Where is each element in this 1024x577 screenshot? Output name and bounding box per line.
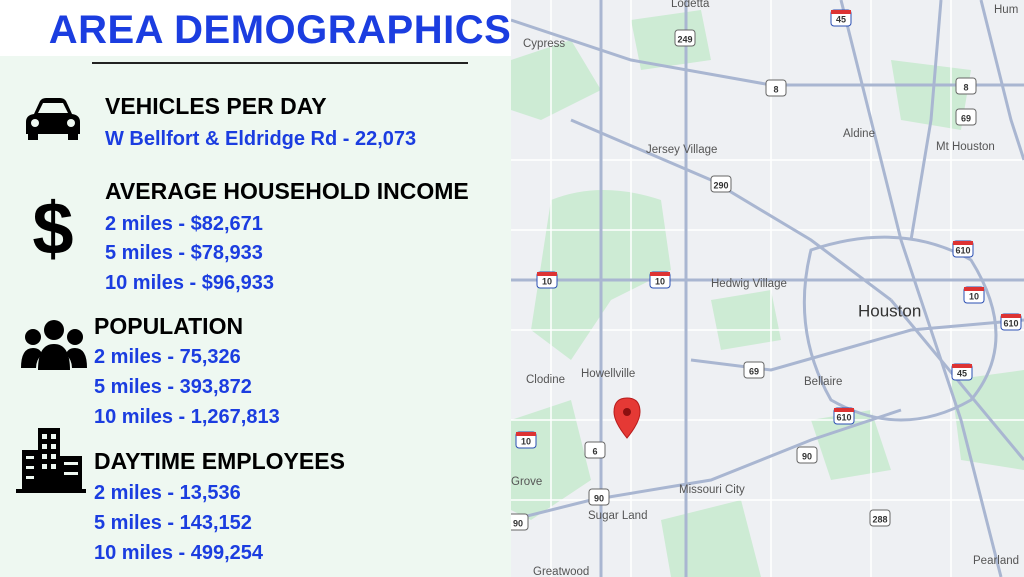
highways [511,0,1024,577]
shield-label: 249 [677,34,692,44]
section-line: 10 miles - $96,933 [105,272,275,294]
shield-top [831,10,851,14]
shield-badge [955,108,977,126]
shield-badge [796,446,818,464]
shield-label: 288 [872,514,887,524]
shield-badge [869,509,891,527]
dollar-sign: $ [32,192,73,268]
shield-label: 90 [594,493,604,503]
section-line: 10 miles - 499,254 [94,542,264,564]
title: AREA DEMOGRAPHICS [48,8,512,52]
shield-label: 8 [963,82,968,92]
shield-top [952,364,972,368]
section-heading: DAYTIME EMPLOYEES [94,448,345,474]
location-pin-dot [623,408,631,416]
shield-label: 610 [955,245,970,255]
section-line: 10 miles - 1,267,813 [94,406,280,428]
title-bar [0,0,511,56]
shield-badge [765,79,787,97]
demographics-panel: AREA DEMOGRAPHICS $ VEHICLES PER DAY W Be… [0,0,511,577]
place-label: Howellville [581,368,635,380]
shield-badge [955,77,977,95]
place-label: Missouri City [679,484,745,496]
place-label: Jersey Village [646,144,717,156]
streets [511,0,1024,577]
place-label: Greatwood [533,566,589,577]
building-icon [16,428,86,493]
shield-top [964,287,984,291]
shield-label: 69 [961,113,971,123]
shield-top [516,432,536,436]
shield-badge [588,488,610,506]
section-line: 5 miles - 393,872 [94,376,252,398]
place-label: Grove [511,476,542,488]
section-heading: POPULATION [94,313,244,339]
highway-shields: 45 249 8 8 69 290 10 10 610 10 610 69 45 610 90 6 90 288 9… [511,9,1022,531]
map: 45 249 8 8 69 290 10 10 610 10 610 69 45 610 90 6 90 288 9… [511,0,1024,577]
shield-label: 69 [749,366,759,376]
shield-label: 8 [773,84,778,94]
shield-label: 6 [592,446,597,456]
shield-label: 10 [542,276,552,286]
shield-top [650,272,670,276]
section-line: 2 miles - $82,671 [105,213,263,235]
shield-badge [674,29,696,47]
shield-label: 610 [1003,318,1018,328]
section-line: 5 miles - 143,152 [94,512,252,534]
place-label: Houston [858,301,921,320]
shield-badge [584,441,606,459]
place-label: Aldine [843,128,875,140]
shield-label: 90 [802,451,812,461]
section-line: 2 miles - 13,536 [94,482,241,504]
place-label: Mt Houston [936,141,995,153]
shield-badge [743,361,765,379]
shield-label: 90 [513,518,523,528]
shield-badge [511,513,529,531]
section-line: W Bellfort & Eldridge Rd - 22,073 [105,128,417,150]
shield-badge [710,175,732,193]
shield-label: 290 [713,180,728,190]
place-label: Hedwig Village [711,278,787,290]
location-pin [613,397,641,439]
shield-label: 45 [836,14,846,24]
section-heading: AVERAGE HOUSEHOLD INCOME [105,178,469,204]
shield-label: 10 [655,276,665,286]
car-icon [26,98,80,140]
place-label: Lodetta [671,0,710,10]
place-label: Pearland [973,555,1019,567]
place-label: Sugar Land [588,510,647,522]
place-label: Clodine [526,374,565,386]
place-label: Bellaire [804,376,842,388]
shield-top [537,272,557,276]
title-rule [92,62,468,64]
shield-top [1001,314,1021,318]
shield-label: 10 [969,291,979,301]
dollar-icon: $ [32,192,73,268]
place-labels: Lodetta Cypress Aldine Mt Houston Jersey Vil… [511,0,1019,577]
section-line: 2 miles - 75,326 [94,346,241,368]
place-label: Hum [994,4,1018,16]
shield-top [834,408,854,412]
shield-top [953,241,973,245]
shield-label: 610 [836,412,851,422]
shield-label: 45 [957,368,967,378]
section-heading: VEHICLES PER DAY [105,93,327,119]
people-icon [21,320,87,370]
place-label: Cypress [523,38,565,50]
section-line: 5 miles - $78,933 [105,242,263,264]
shield-label: 10 [521,436,531,446]
